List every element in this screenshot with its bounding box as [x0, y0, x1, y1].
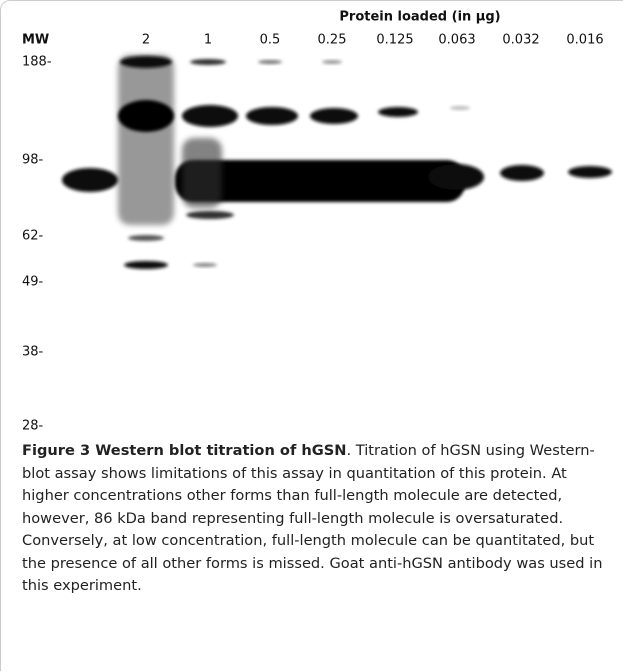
caption-title: Figure 3 Western blot titration of hGSN [22, 442, 346, 459]
lane-label: 2 [142, 33, 150, 48]
caption: Figure 3 Western blot titration of hGSN.… [22, 440, 612, 598]
blot-figure: Protein loaded (in µg) MW 2 1 0.5 0.25 0.125… [0, 0, 624, 440]
mw-marker: 188- [22, 55, 52, 70]
lane-label: 0.032 [502, 33, 539, 48]
caption-text: . Titration of hGSN using Western-blot a… [22, 442, 602, 594]
mw-label: MW [22, 33, 49, 48]
mw-marker: 98- [22, 153, 44, 168]
lane-label: 0.25 [318, 33, 347, 48]
lane-label: 0.016 [566, 33, 603, 48]
lane-label: 0.063 [438, 33, 475, 48]
lane-label: 0.5 [260, 33, 281, 48]
mw-marker: 62- [22, 229, 44, 244]
lane-label: 1 [204, 33, 212, 48]
blot [62, 55, 612, 269]
mw-marker: 38- [22, 345, 44, 360]
header: Protein loaded (in µg) [339, 10, 500, 25]
mw-marker: 49- [22, 275, 44, 290]
page: Protein loaded (in µg) MW 2 1 0.5 0.25 0.125… [0, 0, 624, 672]
mw-marker: 28- [22, 419, 44, 434]
lane-label: 0.125 [376, 33, 413, 48]
